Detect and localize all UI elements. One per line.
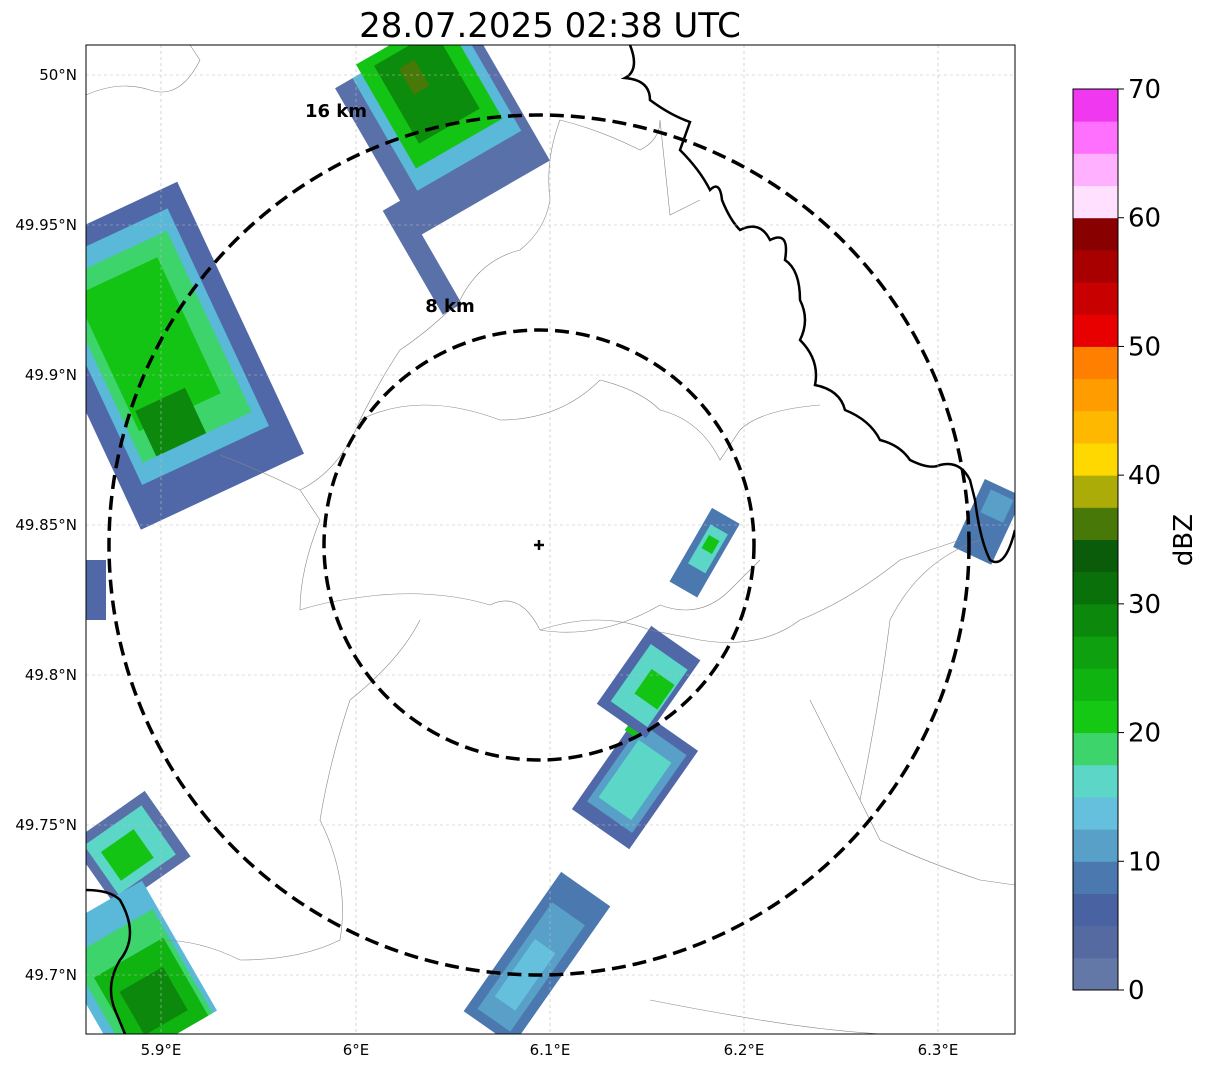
range-ring-8km xyxy=(322,328,756,762)
colorbar-swatch xyxy=(1073,378,1118,412)
colorbar-swatch xyxy=(1073,121,1118,154)
colorbar-label: dBZ xyxy=(1169,514,1199,566)
colorbar-swatch xyxy=(1073,346,1118,380)
lon-tick-label: 5.9°E xyxy=(141,1041,182,1059)
radar-site-marker xyxy=(534,540,544,550)
colorbar-tick-label: 20 xyxy=(1128,719,1161,749)
echo-cell-west xyxy=(86,181,305,530)
colorbar-swatch xyxy=(1073,764,1118,798)
lat-tick-label: 49.9°N xyxy=(25,366,77,384)
colorbar-swatch xyxy=(1073,829,1118,862)
colorbar-tick-label: 30 xyxy=(1128,590,1161,620)
map-title: 28.07.2025 02:38 UTC xyxy=(359,6,741,46)
echo-cell-far-southwest xyxy=(86,880,217,1034)
colorbar-swatch xyxy=(1073,957,1118,991)
colorbar-swatches xyxy=(1073,89,1118,991)
lat-tick-labels: 50°N 49.95°N 49.9°N 49.85°N 49.8°N 49.75… xyxy=(15,66,77,984)
lon-tick-label: 6.2°E xyxy=(724,1041,765,1059)
colorbar-swatch xyxy=(1073,217,1118,251)
colorbar-swatch xyxy=(1073,668,1118,701)
colorbar-swatch xyxy=(1073,442,1118,476)
colorbar-swatch xyxy=(1073,314,1118,347)
colorbar-ticks: 0 10 20 30 40 50 60 70 xyxy=(1118,75,1161,1006)
colorbar-swatch xyxy=(1073,636,1118,669)
colorbar-swatch xyxy=(1073,410,1118,444)
colorbar-tick-label: 70 xyxy=(1128,75,1161,105)
colorbar-swatch xyxy=(1073,603,1118,637)
colorbar-tick-label: 0 xyxy=(1128,976,1145,1006)
colorbar-swatch xyxy=(1073,282,1118,315)
lat-tick-label: 49.7°N xyxy=(25,966,77,984)
echo-cell-west-edge xyxy=(86,560,106,620)
colorbar-swatch xyxy=(1073,861,1118,894)
colorbar-frame xyxy=(1072,88,1119,991)
colorbar-tick-label: 10 xyxy=(1128,847,1161,877)
colorbar-swatch xyxy=(1073,893,1118,927)
national-border xyxy=(86,45,1015,1034)
lon-tick-label: 6.1°E xyxy=(530,1041,571,1059)
colorbar-swatch xyxy=(1073,539,1118,573)
colorbar-swatch xyxy=(1073,732,1118,766)
colorbar-swatch xyxy=(1073,507,1118,540)
range-ring-label-8km: 8 km xyxy=(425,296,475,317)
colorbar-swatch xyxy=(1073,89,1118,122)
admin-borders xyxy=(86,45,1015,1034)
map-panel xyxy=(86,45,1015,1034)
lat-tick-label: 49.75°N xyxy=(15,816,77,834)
colorbar-swatch xyxy=(1073,185,1118,219)
colorbar-tick-label: 60 xyxy=(1128,204,1161,234)
map-background xyxy=(86,45,1015,1034)
colorbar-swatch xyxy=(1073,249,1118,283)
colorbar-swatch xyxy=(1073,475,1118,508)
echo-cell-east-small xyxy=(669,507,740,598)
lat-tick-label: 49.95°N xyxy=(15,216,77,234)
colorbar-tick-label: 50 xyxy=(1128,332,1161,362)
lat-tick-label: 49.85°N xyxy=(15,516,77,534)
lon-tick-label: 6°E xyxy=(343,1041,370,1059)
colorbar-swatch xyxy=(1073,153,1118,187)
colorbar-tick-label: 40 xyxy=(1128,461,1161,491)
colorbar-swatch xyxy=(1073,571,1118,605)
colorbar-swatch xyxy=(1073,796,1118,830)
colorbar: 0 10 20 30 40 50 60 70 dBZ xyxy=(1072,75,1199,1006)
range-ring-label-16km: 16 km xyxy=(305,101,367,122)
echo-cell-inner-ring xyxy=(596,625,701,739)
echo-cell-north xyxy=(335,45,550,315)
colorbar-swatch xyxy=(1073,700,1118,734)
lat-tick-label: 49.8°N xyxy=(25,666,77,684)
reflectivity-echoes xyxy=(86,45,1015,1034)
range-ring-16km xyxy=(107,113,971,977)
colorbar-swatch xyxy=(1073,925,1118,959)
map-frame xyxy=(85,44,1016,1035)
lon-tick-label: 6.3°E xyxy=(918,1041,959,1059)
lon-tick-labels: 5.9°E 6°E 6.1°E 6.2°E 6.3°E xyxy=(141,1041,959,1059)
lat-tick-label: 50°N xyxy=(39,66,77,84)
